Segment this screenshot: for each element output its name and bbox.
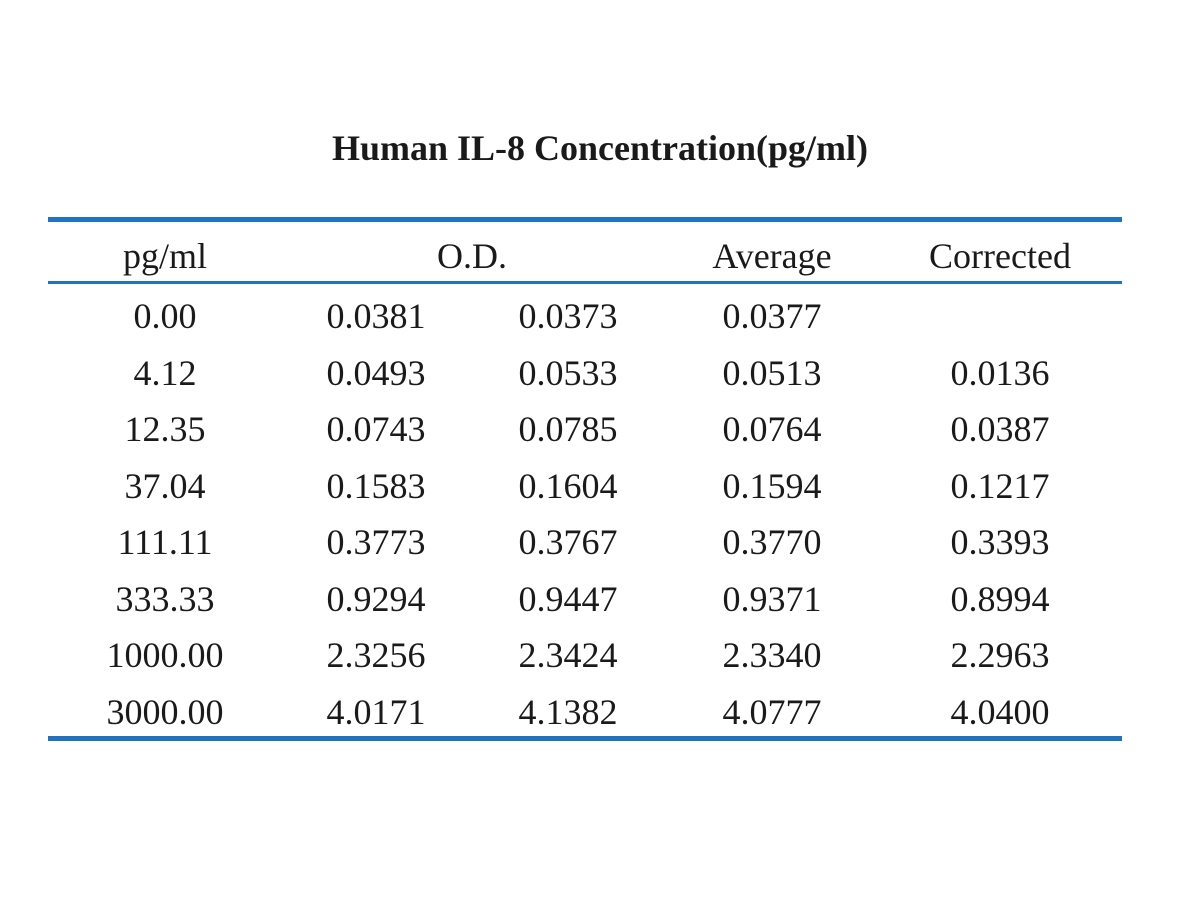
cell-average: 4.0777 [722, 691, 822, 732]
cell-concentration: 111.11 [117, 522, 213, 562]
table-row: 1000.00 2.3256 2.3424 2.3340 2.2963 [0, 635, 1200, 691]
cell-average: 0.0513 [722, 352, 822, 393]
header-corrected: Corrected [929, 236, 1071, 276]
cell-average: 2.3340 [722, 635, 822, 675]
cell-average: 0.0377 [722, 296, 822, 336]
header-concentration: pg/ml [122, 236, 207, 276]
cell-concentration: 37.04 [124, 465, 206, 506]
cell-od-2: 0.0373 [518, 296, 618, 336]
cell-corrected: 2.2963 [950, 635, 1050, 675]
table-row: 3000.00 4.0171 4.1382 4.0777 4.0400 [0, 692, 1200, 748]
table-row: 37.04 0.1583 0.1604 0.1594 0.1217 [0, 466, 1200, 522]
table-row: 4.12 0.0493 0.0533 0.0513 0.0136 [0, 353, 1200, 409]
cell-od-1: 0.0493 [326, 352, 426, 393]
cell-concentration: 3000.00 [106, 691, 224, 732]
cell-od-1: 0.0743 [326, 409, 426, 449]
cell-od-2: 0.9447 [518, 578, 618, 619]
cell-od-2: 0.3767 [518, 522, 618, 562]
cell-average: 0.0764 [722, 409, 822, 449]
cell-od-1: 2.3256 [326, 635, 426, 675]
cell-od-1: 0.3773 [326, 522, 426, 562]
cell-corrected: 0.3393 [950, 522, 1050, 562]
table-row: 12.35 0.0743 0.0785 0.0764 0.0387 [0, 409, 1200, 465]
cell-od-2: 0.1604 [518, 465, 618, 506]
cell-concentration: 12.35 [124, 409, 206, 449]
cell-od-1: 0.1583 [326, 465, 426, 506]
cell-od-1: 4.0171 [326, 691, 426, 732]
cell-corrected: 4.0400 [950, 691, 1050, 732]
table-row: 0.00 0.0381 0.0373 0.0377 [0, 296, 1200, 352]
cell-corrected: 0.0387 [950, 409, 1050, 449]
cell-concentration: 4.12 [133, 352, 197, 393]
cell-concentration: 333.33 [115, 578, 215, 619]
cell-od-1: 0.0381 [326, 296, 426, 336]
table-header-rule [48, 281, 1122, 284]
header-average: Average [712, 236, 832, 276]
cell-corrected: 0.8994 [950, 578, 1050, 619]
cell-od-2: 2.3424 [518, 635, 618, 675]
header-od: O.D. [437, 236, 507, 276]
table-row: 111.11 0.3773 0.3767 0.3770 0.3393 [0, 522, 1200, 578]
table-bottom-rule [48, 736, 1122, 741]
cell-average: 0.9371 [722, 578, 822, 619]
cell-od-1: 0.9294 [326, 578, 426, 619]
cell-concentration: 1000.00 [106, 635, 224, 675]
cell-od-2: 4.1382 [518, 691, 618, 732]
cell-od-2: 0.0533 [518, 352, 618, 393]
cell-corrected: 0.1217 [950, 465, 1050, 506]
cell-average: 0.1594 [722, 465, 822, 506]
cell-average: 0.3770 [722, 522, 822, 562]
cell-corrected: 0.0136 [950, 352, 1050, 393]
table-top-rule [48, 217, 1122, 222]
table-row: 333.33 0.9294 0.9447 0.9371 0.8994 [0, 579, 1200, 635]
table-title: Human IL-8 Concentration(pg/ml) [331, 128, 868, 168]
cell-concentration: 0.00 [133, 296, 197, 336]
cell-od-2: 0.0785 [518, 409, 618, 449]
